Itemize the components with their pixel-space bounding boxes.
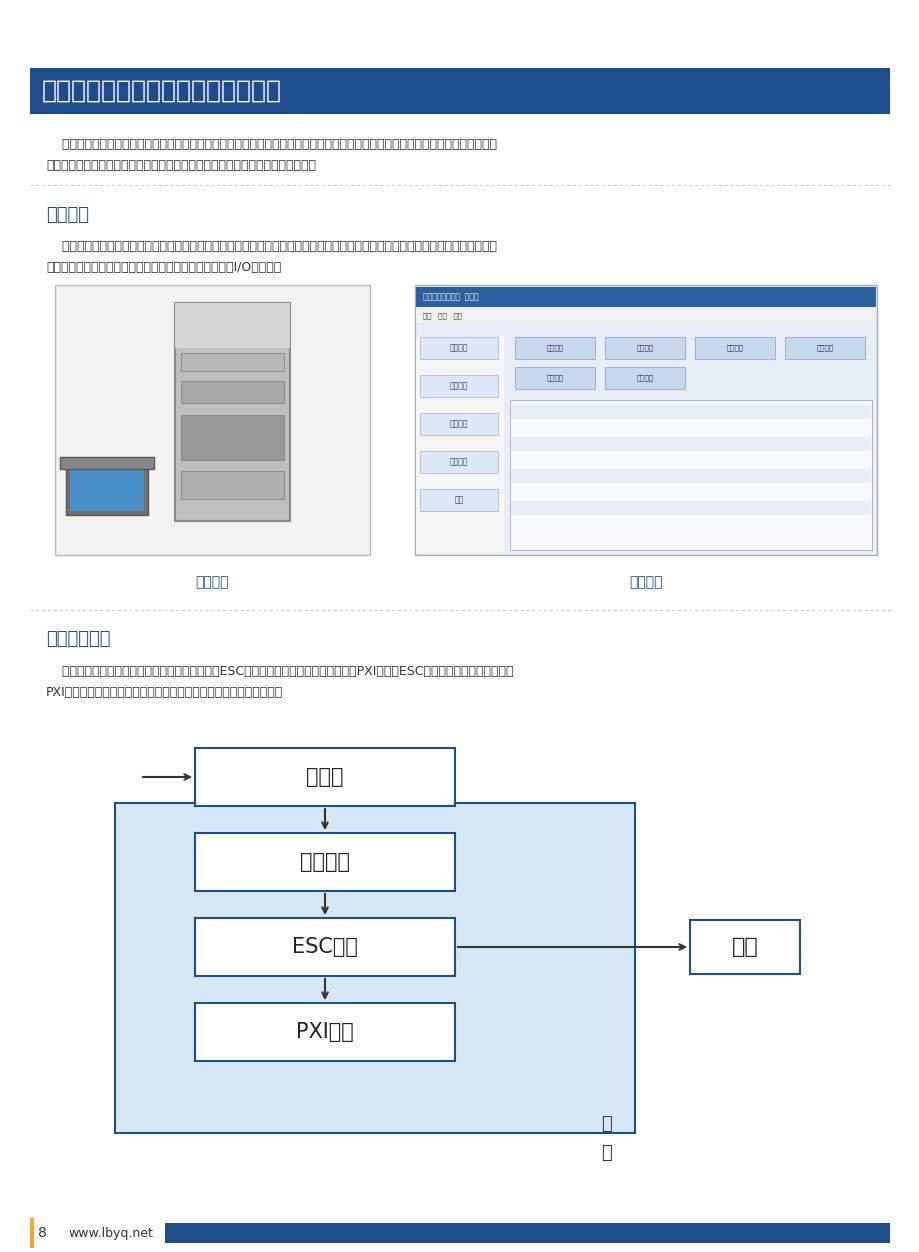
- FancyBboxPatch shape: [195, 918, 455, 977]
- FancyBboxPatch shape: [181, 353, 284, 371]
- FancyBboxPatch shape: [510, 485, 870, 500]
- FancyBboxPatch shape: [181, 381, 284, 403]
- Text: 仪器框架: 仪器框架: [546, 374, 562, 382]
- FancyBboxPatch shape: [605, 367, 685, 389]
- FancyBboxPatch shape: [30, 1218, 34, 1248]
- FancyBboxPatch shape: [195, 747, 455, 806]
- FancyBboxPatch shape: [509, 399, 871, 550]
- Text: 本方案采用虚拟仪器技术路线，通过机柜内部的ESC机箱将引信的测试信号接入系统；PXI设备与ESC机箱连接并交换数据，通过: 本方案采用虚拟仪器技术路线，通过机柜内部的ESC机箱将引信的测试信号接入系统；P…: [46, 665, 513, 679]
- FancyBboxPatch shape: [414, 285, 876, 555]
- Text: 线性电源: 线性电源: [300, 853, 349, 871]
- FancyBboxPatch shape: [175, 303, 289, 521]
- Text: 虚拟仪器技术提高检测设备的通用性，为客户节省了硬件资源，降低了检测成本。: 虚拟仪器技术提高检测设备的通用性，为客户节省了硬件资源，降低了检测成本。: [46, 159, 315, 172]
- FancyBboxPatch shape: [515, 367, 595, 389]
- FancyBboxPatch shape: [420, 376, 497, 397]
- FancyBboxPatch shape: [784, 337, 864, 359]
- FancyBboxPatch shape: [55, 285, 369, 555]
- Text: 设备外观: 设备外观: [196, 575, 229, 588]
- FancyBboxPatch shape: [694, 337, 774, 359]
- FancyBboxPatch shape: [70, 467, 144, 511]
- FancyBboxPatch shape: [510, 517, 870, 531]
- FancyBboxPatch shape: [420, 337, 497, 359]
- FancyBboxPatch shape: [510, 470, 870, 483]
- Text: 文件   操作   帮助: 文件 操作 帮助: [423, 313, 461, 319]
- FancyBboxPatch shape: [510, 453, 870, 467]
- FancyBboxPatch shape: [420, 490, 497, 511]
- Text: 随着引信技术的不断发展，引信的种类也在增加，单一的引信测试设备已不能满足要求。为了满足对多种引信产品的测试要求，采用: 随着引信技术的不断发展，引信的种类也在增加，单一的引信测试设备已不能满足要求。为…: [46, 138, 496, 151]
- Text: 引信: 引信: [731, 936, 757, 957]
- Text: 退出: 退出: [454, 496, 463, 505]
- FancyBboxPatch shape: [415, 309, 875, 323]
- FancyBboxPatch shape: [30, 68, 889, 114]
- FancyBboxPatch shape: [420, 451, 497, 473]
- FancyBboxPatch shape: [415, 337, 504, 553]
- Text: 资源管理: 资源管理: [636, 374, 652, 382]
- Text: 流程管理: 流程管理: [636, 344, 652, 352]
- Text: 引信通用测试软件  主界面: 引信通用测试软件 主界面: [423, 293, 478, 302]
- Text: 结果处理: 结果处理: [816, 344, 833, 352]
- Text: ESC机箱: ESC机箱: [291, 936, 357, 957]
- Text: 结果处理: 结果处理: [726, 344, 743, 352]
- Text: 到批处理: 到批处理: [449, 419, 468, 428]
- FancyBboxPatch shape: [66, 463, 148, 515]
- Text: PXI设备: PXI设备: [296, 1022, 354, 1042]
- FancyBboxPatch shape: [60, 457, 153, 470]
- Text: 笔记本: 笔记本: [306, 767, 344, 788]
- Text: 运行工程: 运行工程: [546, 344, 562, 352]
- FancyBboxPatch shape: [175, 303, 289, 348]
- FancyBboxPatch shape: [195, 833, 455, 891]
- FancyBboxPatch shape: [181, 414, 284, 459]
- Text: 【概述】: 【概述】: [46, 207, 89, 224]
- Text: 引信通用测试系统是基于虚拟仪器技术的引信通用测试平台，用于测试多种引信的电性能参数：电阻、电压、电流、电容量、延时时: 引信通用测试系统是基于虚拟仪器技术的引信通用测试平台，用于测试多种引信的电性能参…: [46, 240, 496, 253]
- FancyBboxPatch shape: [515, 337, 595, 359]
- FancyBboxPatch shape: [510, 437, 870, 451]
- Text: 【基本原理】: 【基本原理】: [46, 630, 110, 649]
- FancyBboxPatch shape: [420, 413, 497, 434]
- FancyBboxPatch shape: [195, 1003, 455, 1060]
- Text: 8: 8: [38, 1226, 47, 1239]
- Text: 生检管理: 生检管理: [449, 382, 468, 391]
- Text: www.lbyq.net: www.lbyq.net: [68, 1227, 153, 1239]
- FancyBboxPatch shape: [115, 803, 634, 1133]
- Text: PXI总线的模块化仪器对各种电信号进行测量，并自动判定是否合格。: PXI总线的模块化仪器对各种电信号进行测量，并自动判定是否合格。: [46, 686, 283, 699]
- FancyBboxPatch shape: [510, 421, 870, 434]
- Text: 用户管理: 用户管理: [449, 457, 468, 467]
- Text: 软件界面: 软件界面: [629, 575, 662, 588]
- FancyBboxPatch shape: [605, 337, 685, 359]
- FancyBboxPatch shape: [165, 1223, 889, 1243]
- Text: 机
柜: 机 柜: [601, 1116, 612, 1162]
- Text: 电子部件（导弹引信）通用检测设备: 电子部件（导弹引信）通用检测设备: [42, 79, 282, 103]
- FancyBboxPatch shape: [181, 471, 284, 500]
- FancyBboxPatch shape: [689, 920, 800, 974]
- FancyBboxPatch shape: [415, 287, 875, 307]
- Text: 间等参数，并具有串口通讯、模拟输入、模拟输出、数字I/O等功能。: 间等参数，并具有串口通讯、模拟输入、模拟输出、数字I/O等功能。: [46, 260, 281, 274]
- FancyBboxPatch shape: [510, 501, 870, 515]
- Text: 高频管理: 高频管理: [449, 343, 468, 353]
- FancyBboxPatch shape: [510, 404, 870, 419]
